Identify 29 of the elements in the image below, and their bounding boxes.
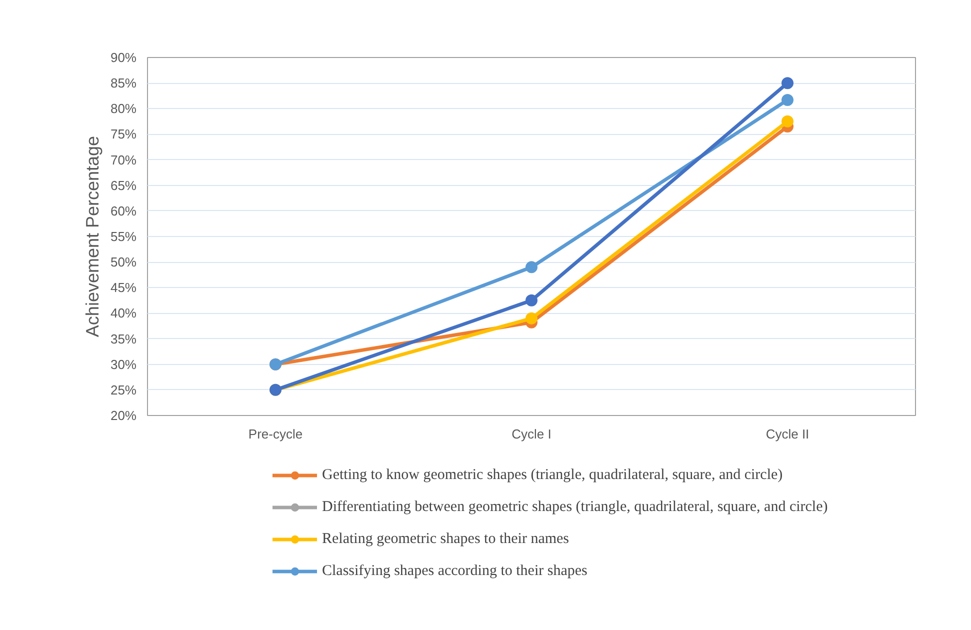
y-tick-label: 20% <box>110 408 137 423</box>
y-tick-label: 90% <box>110 50 137 65</box>
y-tick-label: 45% <box>110 280 137 296</box>
y-tick-label: 70% <box>110 152 137 168</box>
y-tick-label: 85% <box>110 76 137 91</box>
y-tick-label: 65% <box>110 178 137 193</box>
x-tick-label: Cycle II <box>766 426 810 442</box>
point <box>526 261 538 274</box>
x-tick-label: Pre-cycle <box>248 426 303 442</box>
y-tick-label: 60% <box>110 203 137 218</box>
y-axis-title: Achievement Percentage <box>82 136 102 338</box>
legend-label: Relating geometric shapes to their names <box>322 530 570 548</box>
point <box>526 294 538 306</box>
y-tick-label: 80% <box>110 101 137 116</box>
point <box>782 77 794 90</box>
y-tick-label: 75% <box>110 126 137 142</box>
legend-label: Getting to know geometric shapes (triangle, quadrilateral, square, and circle) <box>322 466 783 484</box>
point <box>526 312 538 324</box>
y-tick-label: 55% <box>110 229 137 244</box>
y-tick-label: 25% <box>110 382 137 398</box>
y-tick-label: 35% <box>110 331 137 346</box>
point <box>782 115 794 128</box>
legend-label: Classifying shapes according to their shapes <box>322 562 588 580</box>
y-tick-label: 40% <box>110 306 137 321</box>
y-tick-label: 50% <box>110 254 137 270</box>
x-tick-label: Cycle I <box>512 426 552 442</box>
point <box>782 94 794 106</box>
y-tick-label: 30% <box>110 356 137 372</box>
legend-label: Differentiating between geometric shapes (triangle, quadrilateral, square, and circle) <box>322 498 828 516</box>
